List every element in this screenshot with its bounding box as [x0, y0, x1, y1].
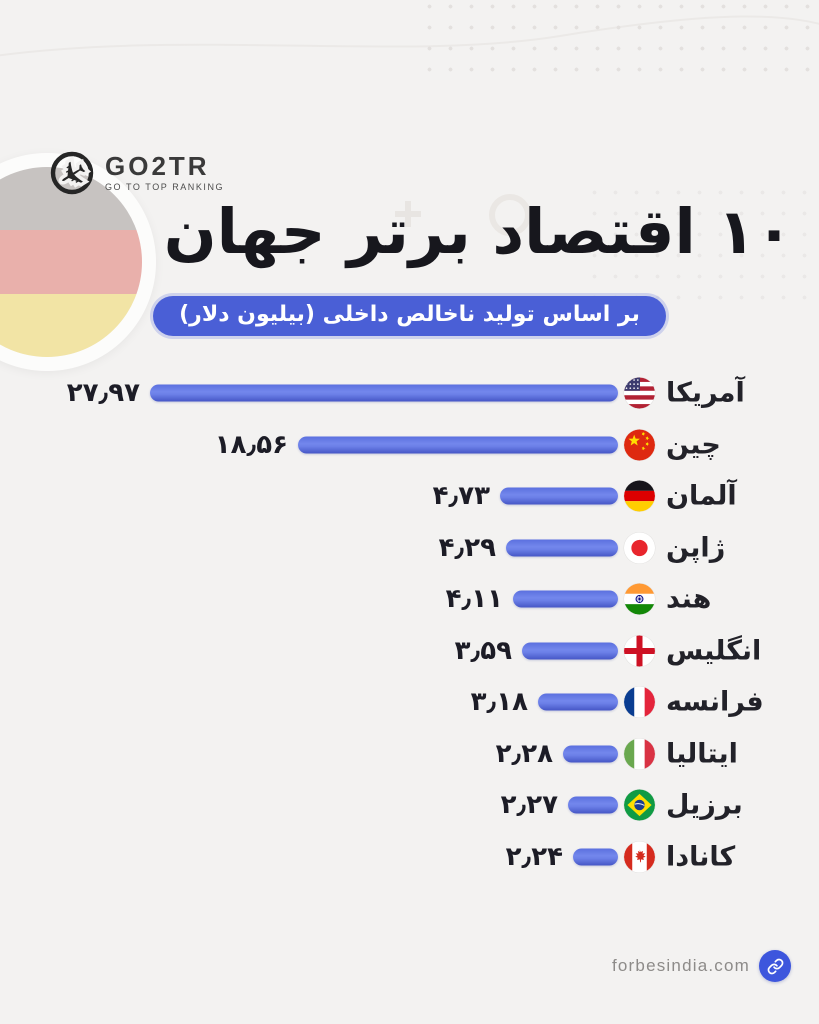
flag-india-icon	[624, 583, 655, 615]
country-label: هند	[666, 583, 712, 615]
gdp-value: ۲۷٫۹۷	[66, 378, 140, 408]
flag-france-icon	[624, 686, 655, 718]
gdp-value: ۱۸٫۵۶	[214, 429, 288, 460]
flag-usa-icon	[624, 377, 655, 409]
flag-germany-icon	[624, 480, 655, 512]
gdp-value: ۲٫۲۸	[495, 738, 553, 769]
country-label: انگلیس	[666, 635, 762, 667]
gdp-bar	[563, 745, 618, 763]
country-label: کانادا	[666, 841, 736, 873]
flag-china-icon	[624, 429, 655, 461]
gdp-bar	[538, 693, 618, 711]
gdp-value: ۴٫۱۱	[445, 584, 503, 615]
source-link[interactable]: forbesindia.com	[612, 950, 791, 982]
plus-decoration-icon	[395, 201, 421, 227]
flag-italy-icon	[624, 738, 655, 770]
gdp-value: ۲٫۲۴	[505, 841, 563, 872]
chart-row: ۲٫۲۸ ایتالیا	[0, 732, 819, 776]
flag-japan-icon	[624, 532, 655, 564]
country-label: ایتالیا	[666, 738, 738, 770]
link-icon[interactable]	[759, 950, 791, 982]
gdp-bar	[513, 590, 618, 608]
chart-row: ۳٫۱۸ فرانسه	[0, 680, 819, 724]
gdp-bar	[522, 642, 618, 660]
country-label: فرانسه	[666, 686, 764, 718]
gdp-bar	[573, 848, 618, 866]
gdp-value: ۲٫۲۷	[500, 790, 558, 821]
flag-england-icon	[624, 635, 655, 667]
chart-row: ۲٫۲۷ برزیل	[0, 783, 819, 827]
gdp-value: ۳٫۱۸	[470, 687, 528, 718]
flag-canada-icon	[624, 841, 655, 873]
country-label: آلمان	[666, 480, 737, 512]
gdp-bar	[298, 436, 618, 454]
gdp-value: ۴٫۲۹	[438, 532, 496, 563]
dot-pattern	[419, 0, 819, 82]
logo-brand-text: GO2TR	[105, 150, 210, 181]
chart-row: ۱۸٫۵۶ چین	[0, 423, 819, 467]
country-label: برزیل	[666, 789, 743, 821]
gdp-bar	[150, 384, 618, 402]
chart-row: ۴٫۲۹ ژاپن	[0, 526, 819, 570]
country-label: آمریکا	[666, 377, 745, 409]
page-title: ۱۰ اقتصاد برتر جهان	[163, 195, 794, 268]
source-url-text[interactable]: forbesindia.com	[611, 956, 750, 975]
country-label: چین	[666, 429, 721, 461]
logo-tagline-text: GO TO TOP RANKING	[105, 181, 225, 192]
chart-row: ۲۷٫۹۷ آمریکا	[0, 371, 819, 415]
go2tr-logo: ✈ GO2TR GO TO TOP RANKING	[46, 146, 224, 198]
chart-row: ۴٫۷۳ آلمان	[0, 474, 819, 518]
gdp-bar	[500, 487, 618, 505]
gdp-bar	[506, 539, 618, 557]
chart-row: ۳٫۵۹ انگلیس	[0, 629, 819, 673]
svg-text:✈: ✈	[49, 148, 94, 197]
dot-pattern	[584, 182, 819, 312]
gdp-bar	[568, 796, 618, 814]
flag-brazil-icon	[624, 789, 655, 821]
subtitle-badge: بر اساس تولید ناخالص داخلی (بیلیون دلار)	[153, 296, 666, 336]
country-label: ژاپن	[666, 532, 726, 564]
gdp-value: ۴٫۷۳	[432, 481, 490, 512]
chart-row: ۴٫۱۱ هند	[0, 577, 819, 621]
chart-row: ۲٫۲۴ کانادا	[0, 835, 819, 879]
airplane-circle-icon: ✈	[46, 146, 98, 198]
gdp-value: ۳٫۵۹	[454, 635, 512, 666]
ring-decoration-icon	[489, 194, 531, 236]
